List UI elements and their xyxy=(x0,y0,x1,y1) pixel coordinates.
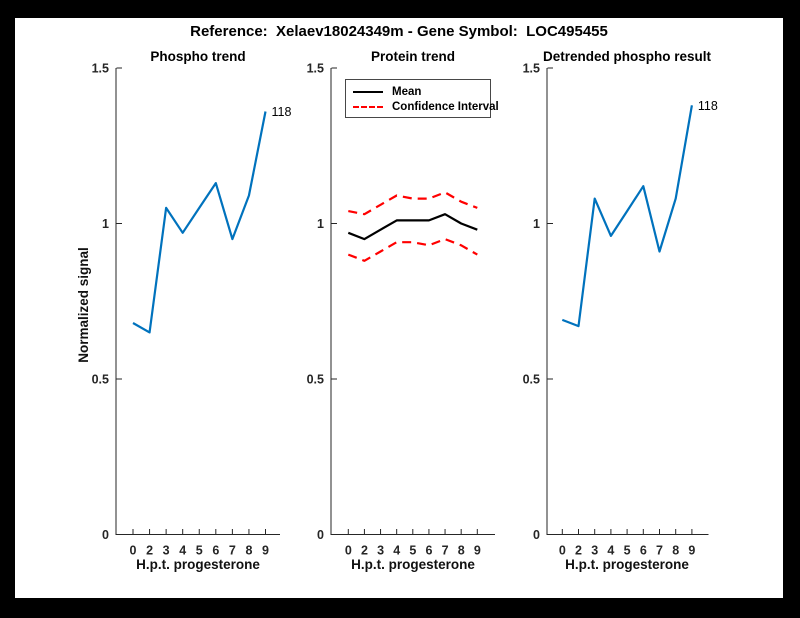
plot2-series-dashed-line xyxy=(347,238,478,262)
plot1-y-tick-label: 0.5 xyxy=(92,373,109,387)
plot3-series-solid-line xyxy=(561,105,693,328)
plot1-x-tick-label: 4 xyxy=(179,544,186,558)
plot2-x-tick-label: 9 xyxy=(474,544,481,558)
figure-title: Reference: Xelaev18024349m - Gene Symbol… xyxy=(190,23,608,40)
plot2-x-tick-label: 3 xyxy=(377,544,384,558)
plot2-x-tick-label: 6 xyxy=(425,544,432,558)
plot2-y-tick-label: 1.5 xyxy=(307,62,324,76)
plot1-y-tick-label: 1 xyxy=(102,217,109,231)
legend-ci-label: Confidence Interval xyxy=(392,100,499,113)
mean-line-icon xyxy=(353,90,383,93)
legend-mean-label: Mean xyxy=(392,85,422,98)
plot2-x-tick-label: 5 xyxy=(409,544,416,558)
plot1-x-tick-label: 2 xyxy=(146,544,153,558)
y-axis-label: Normalized signal xyxy=(76,247,91,363)
plot1-x-tick-label: 7 xyxy=(229,544,236,558)
plot2-x-tick-label: 0 xyxy=(345,544,352,558)
figure-canvas: Reference: Xelaev18024349m - Gene Symbol… xyxy=(15,18,783,598)
plot1-axes-spine xyxy=(115,68,280,535)
plot3-y-tick-label: 1.5 xyxy=(523,62,540,76)
plot2-y-tick-label: 0 xyxy=(317,528,324,542)
plot2-x-tick-label: 4 xyxy=(393,544,400,558)
plot1-x-tick-label: 5 xyxy=(196,544,203,558)
plot1-y-tick-label: 0 xyxy=(102,528,109,542)
plot3-y-tick-label: 0 xyxy=(533,528,540,542)
plot3-x-tick-label: 0 xyxy=(559,544,566,558)
plot2-y-tick-label: 1 xyxy=(317,217,324,231)
plot3-y-tick-label: 1 xyxy=(533,217,540,231)
plot3-x-tick-label: 3 xyxy=(591,544,598,558)
plot1-x-tick-label: 0 xyxy=(130,544,137,558)
plot3-x-tick-label: 9 xyxy=(688,544,695,558)
plot3-y-tick-label: 0.5 xyxy=(523,373,540,387)
plot3-title: Detrended phospho result xyxy=(542,49,711,64)
plot1-title: Phospho trend xyxy=(150,49,246,64)
plot1-series-solid-line xyxy=(132,111,267,334)
plot3-x-tick-label: 5 xyxy=(624,544,631,558)
plot2-x-axis-label: H.p.t. progesterone xyxy=(351,557,475,572)
plot3-axes-spine xyxy=(546,68,709,535)
plot1-x-tick-label: 3 xyxy=(163,544,170,558)
plot3-x-tick-label: 6 xyxy=(640,544,647,558)
plot3-x-tick-label: 2 xyxy=(575,544,582,558)
plot3-x-axis-label: H.p.t. progesterone xyxy=(565,557,689,572)
plot2-axes-spine xyxy=(330,68,495,535)
plot2-y-tick-label: 0.5 xyxy=(307,373,324,387)
plot2-series-dashed-line xyxy=(348,191,478,216)
plot2-series-solid-line xyxy=(347,213,478,241)
plot2-x-tick-label: 2 xyxy=(361,544,368,558)
plot1-x-axis-label: H.p.t. progesterone xyxy=(136,557,260,572)
legend-entry-mean: Mean xyxy=(346,84,490,99)
plot2-x-tick-label: 8 xyxy=(458,544,465,558)
plot3-x-tick-label: 7 xyxy=(656,544,663,558)
plot2-title: Protein trend xyxy=(370,49,455,64)
plot1-y-tick-label: 1.5 xyxy=(92,62,109,76)
plot2-x-tick-label: 7 xyxy=(442,544,449,558)
plot1-endpoint-annotation: 118 xyxy=(272,105,292,119)
plot3-x-tick-label: 4 xyxy=(607,544,614,558)
plot1-x-tick-label: 6 xyxy=(212,544,219,558)
plot1-x-tick-label: 9 xyxy=(262,544,269,558)
confidence-interval-line-icon xyxy=(353,105,383,108)
plot3-endpoint-annotation: 118 xyxy=(698,99,718,113)
legend-box: Mean Confidence Interval xyxy=(345,79,499,118)
plot3-x-tick-label: 8 xyxy=(672,544,679,558)
legend-entry-confidence-interval: Confidence Interval xyxy=(346,99,499,114)
plot1-x-tick-label: 8 xyxy=(245,544,252,558)
